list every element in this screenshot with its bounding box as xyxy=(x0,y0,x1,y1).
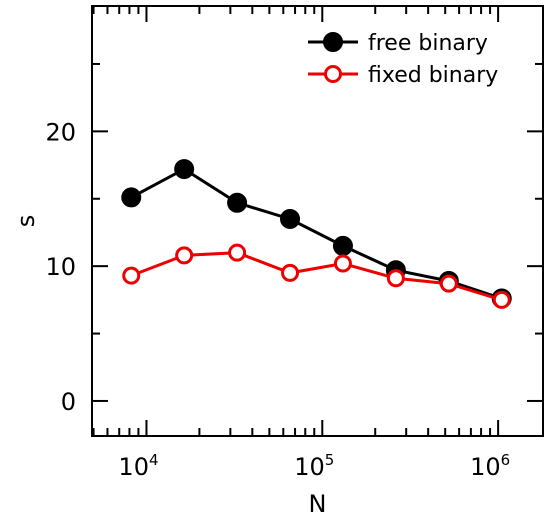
data-point xyxy=(121,187,142,208)
data-point xyxy=(280,208,301,229)
data-point xyxy=(175,246,194,265)
legend-marker-2 xyxy=(324,65,342,83)
y-axis-label: s xyxy=(12,215,40,228)
y-tick-label: 10 xyxy=(45,253,76,281)
legend-marker-1 xyxy=(323,32,343,52)
data-point xyxy=(228,243,247,262)
legend-label-1: free binary xyxy=(368,31,488,56)
data-point xyxy=(122,266,141,285)
x-tick-label: 104 xyxy=(118,451,158,481)
data-point xyxy=(492,290,511,309)
data-point xyxy=(281,263,300,282)
y-tick-label: 0 xyxy=(61,388,76,416)
axis-ticks: 104 105 106 0 10 20 xyxy=(45,6,543,481)
data-point xyxy=(386,269,405,288)
x-axis-label: N xyxy=(309,490,327,518)
data-point xyxy=(439,274,458,293)
data-point xyxy=(227,192,248,213)
x-tick-label: 105 xyxy=(294,451,334,481)
x-tick-label: 106 xyxy=(470,451,510,481)
data-point xyxy=(332,235,353,256)
legend-label-2: fixed binary xyxy=(368,63,498,88)
legend: free binary fixed binary xyxy=(308,31,498,88)
y-tick-label: 20 xyxy=(45,118,76,146)
data-point xyxy=(174,159,195,180)
data-point xyxy=(333,254,352,273)
series-layer xyxy=(121,159,512,309)
plot-frame xyxy=(91,5,544,437)
